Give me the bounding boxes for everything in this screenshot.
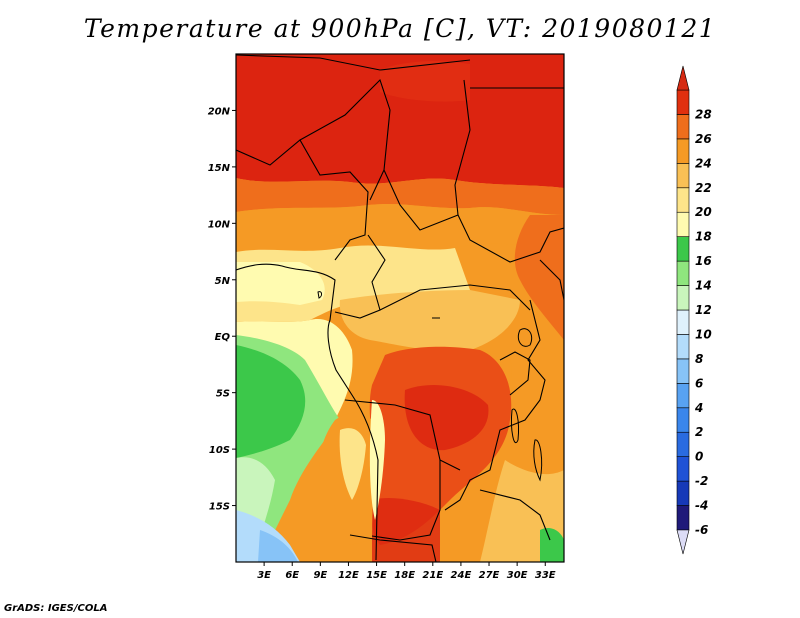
lon-tick-label: 6E (285, 570, 299, 581)
lat-tick-label: 20N (208, 106, 231, 117)
colorbar-bin (676, 163, 690, 189)
colorbar-label: 20 (695, 205, 712, 219)
lon-tick-label: 9E (313, 570, 327, 581)
lon-tick-label: 21E (422, 570, 443, 581)
colorbar-bin (676, 358, 690, 384)
colorbar-over-arrow (676, 65, 690, 91)
longitude-axis: 3E 6E 9E 12E 15E 18E 21E 24E 27E 30E 33E (257, 562, 556, 581)
colorbar-bin (676, 236, 690, 262)
colorbar-bin (676, 211, 690, 237)
lat-tick-label: 5N (215, 276, 231, 287)
lat-tick-label: 15S (209, 502, 230, 513)
colorbar-label: 8 (695, 352, 703, 366)
colorbar-label: -6 (695, 523, 708, 537)
lat-tick-label: 5S (216, 389, 230, 400)
lat-tick-label: EQ (215, 332, 231, 343)
temperature-field (236, 54, 564, 562)
colorbar-bin (676, 309, 690, 335)
lon-tick-label: 18E (394, 570, 415, 581)
map-frame (235, 53, 565, 563)
colorbar-label: 16 (695, 254, 712, 268)
colorbar-label: 14 (695, 279, 712, 293)
latitude-axis: 20N 15N 10N 5N EQ 5S 10S 15S (208, 106, 236, 513)
colorbar-bin (676, 456, 690, 482)
colorbar-bin (676, 505, 690, 531)
colorbar-bin (676, 138, 690, 164)
colorbar-label: 22 (695, 181, 712, 195)
colorbar-bin (676, 480, 690, 506)
colorbar-bin (676, 407, 690, 433)
colorbar-label: 12 (695, 303, 712, 317)
grads-credit: GrADS: IGES/COLA (4, 603, 108, 614)
colorbar-bin (676, 334, 690, 360)
country-borders (236, 54, 564, 562)
colorbar-label: 18 (695, 230, 712, 244)
colorbar-bin (676, 114, 690, 140)
colorbar-label: -2 (695, 474, 708, 488)
colorbar-bin (676, 431, 690, 457)
lon-tick-label: 3E (257, 570, 271, 581)
lakes (317, 291, 543, 482)
map-title: Temperature at 900hPa [C], VT: 201908012… (83, 14, 717, 43)
colorbar-bin (676, 260, 690, 286)
colorbar-label: -4 (695, 499, 708, 513)
colorbar-label: 4 (694, 401, 703, 415)
colorbar-label: 2 (695, 425, 703, 439)
lat-tick-label: 10N (208, 219, 231, 230)
colorbar-under-arrow (676, 529, 690, 555)
colorbar-bin (676, 285, 690, 311)
colorbar-label: 24 (695, 156, 712, 170)
colorbar-bin (676, 383, 690, 409)
lat-tick-label: 15N (208, 163, 231, 174)
lon-tick-label: 27E (479, 570, 500, 581)
colorbar-bin (676, 89, 690, 115)
colorbar-bin (676, 187, 690, 213)
colorbar-label: 28 (695, 107, 712, 121)
lon-tick-label: 33E (535, 570, 556, 581)
colorbar-label: 6 (695, 376, 703, 390)
lon-tick-label: 15E (366, 570, 387, 581)
lon-tick-label: 24E (451, 570, 472, 581)
lon-tick-label: 12E (338, 570, 359, 581)
colorbar-label: 10 (695, 327, 712, 341)
zone-sahel (236, 178, 564, 215)
colorbar-label: 0 (695, 450, 703, 464)
colorbar-label: 26 (695, 132, 712, 146)
lat-tick-label: 10S (209, 445, 230, 456)
lon-tick-label: 30E (507, 570, 528, 581)
